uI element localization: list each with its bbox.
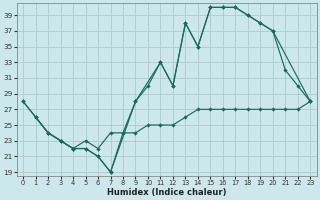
X-axis label: Humidex (Indice chaleur): Humidex (Indice chaleur) bbox=[107, 188, 227, 197]
